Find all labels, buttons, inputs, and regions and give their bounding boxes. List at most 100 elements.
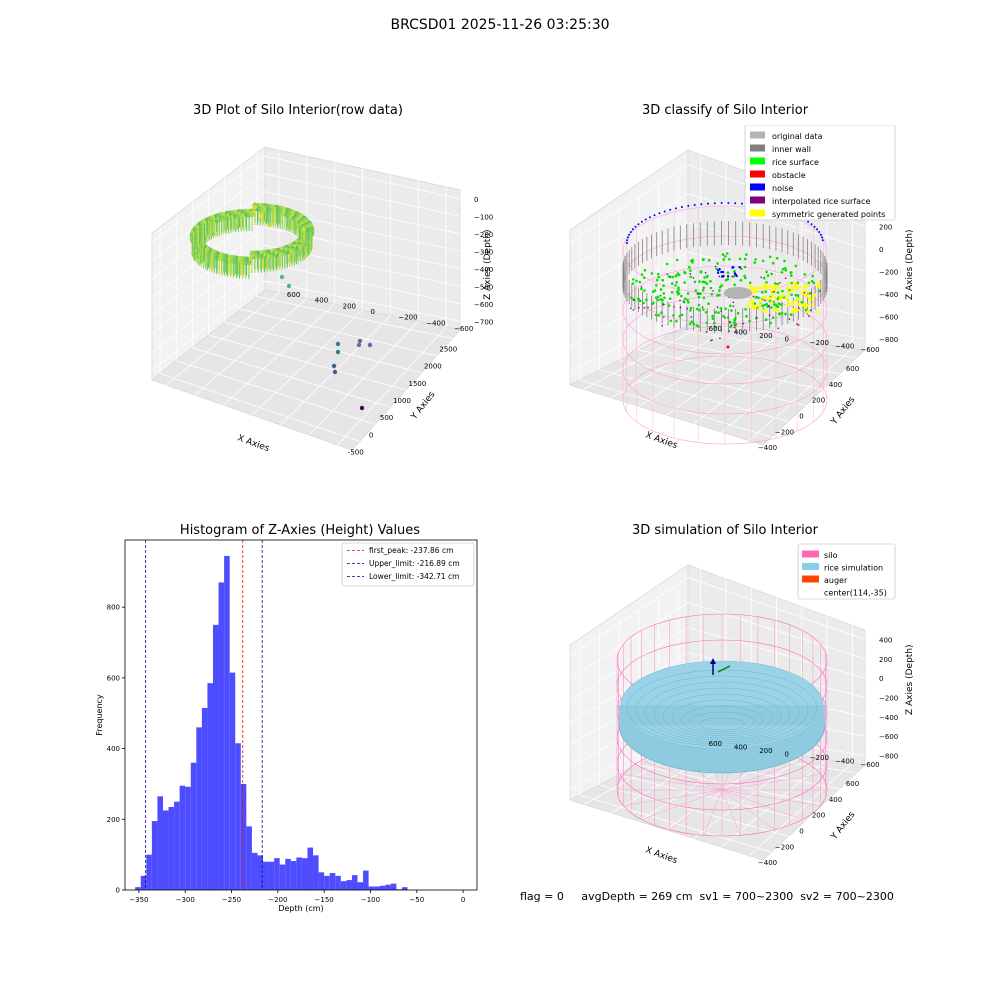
p2-symmetric-point (781, 293, 785, 297)
p2-interpolated-point (764, 299, 766, 302)
p1-z-tick-label: −200 (474, 231, 493, 239)
p2-interpolated-point (643, 307, 645, 309)
p2-rice-surface-point (656, 272, 660, 276)
p2-rice-surface-point (707, 302, 710, 305)
p2-rice-surface-point (780, 271, 784, 274)
p2-symmetric-point (750, 304, 754, 308)
p2-rice-surface-point (732, 321, 736, 324)
p2-noise-point (713, 202, 716, 205)
p2-interpolated-point (682, 300, 685, 302)
histogram-x-tick-label: −250 (222, 896, 241, 904)
panel4-y-ticks: 600 400 200 0 −200 −400 −600 (709, 740, 880, 769)
p1-data-point (356, 342, 362, 348)
p4-gridline (569, 627, 866, 701)
histogram-bar (235, 743, 241, 890)
p2-rice-surface-point (701, 289, 705, 292)
p2-rice-surface-point (707, 259, 711, 262)
p4-silo-floor-line (721, 774, 821, 791)
p2-gridline (666, 337, 777, 416)
p2-rice-surface-point (657, 275, 661, 279)
p2-rice-surface-point (675, 258, 679, 262)
histogram-bar (135, 887, 141, 890)
p4-z-tick-label: −600 (879, 733, 898, 741)
p2-rice-surface-point (780, 312, 784, 315)
p1-y-tick-label: 200 (343, 302, 356, 310)
p2-symmetric-point (752, 286, 756, 290)
histogram-bar (296, 857, 302, 890)
p1-data-point (331, 363, 337, 369)
p2-legend-label: rice surface (772, 158, 819, 167)
p2-rice-surface-point (693, 280, 697, 284)
p2-noise-point (819, 233, 822, 236)
p2-rice-surface-point (754, 258, 757, 261)
p2-symmetric-point (816, 283, 820, 288)
histogram-bar (357, 882, 364, 890)
p2-rice-surface-point (678, 315, 681, 318)
p2-symmetric-point (753, 305, 757, 310)
p2-rice-surface-point (783, 259, 786, 263)
p2-z-tick-label: −400 (879, 291, 898, 299)
histogram-bar (346, 880, 352, 890)
p4-rice-contour (653, 687, 791, 741)
p1-data-point (267, 222, 273, 228)
p2-symmetric-point (797, 302, 801, 306)
p2-gridline (721, 344, 828, 433)
p2-interpolated-point (720, 310, 722, 312)
p1-y-tick-label: 400 (315, 297, 328, 305)
histogram-legend-label: Lower_limit: -342.71 cm (369, 572, 459, 581)
p2-rice-surface-point (675, 290, 679, 294)
p1-gridline (194, 298, 308, 396)
p2-rice-surface-point (796, 294, 800, 297)
p1-x-tick-label: 0 (369, 431, 373, 439)
p4-z-tick-label: 400 (879, 637, 892, 645)
histogram-x-tick-label: −350 (129, 896, 148, 904)
p2-legend-swatch (750, 144, 765, 152)
p2-rice-surface-point (677, 286, 680, 289)
p2-z-tick-label: 0 (879, 246, 883, 254)
p2-noise-point (658, 212, 661, 215)
p4-silo-floor-line (721, 789, 741, 836)
p2-rice-surface-point (676, 292, 680, 296)
panel1-y-label: Y Axies (409, 390, 438, 423)
p2-legend-label: noise (772, 184, 793, 193)
p2-rice-surface-point (713, 321, 716, 325)
p2-rice-surface-point (667, 304, 671, 307)
p2-symmetric-point (768, 284, 773, 288)
histogram-bar (263, 861, 269, 890)
p2-legend-label: inner wall (772, 145, 811, 154)
histogram-bar (229, 672, 236, 890)
p2-rice-surface-point (745, 315, 748, 318)
p2-noise-point (810, 223, 813, 226)
p2-gridline (748, 347, 853, 442)
p2-rice-surface-point (699, 270, 703, 273)
p2-noise-point (807, 220, 810, 223)
histogram-bar (140, 875, 147, 890)
p2-rice-surface-point (765, 270, 768, 274)
p2-rice-surface-point (695, 307, 699, 311)
p2-noise-point (818, 231, 821, 233)
p2-rice-surface-point (709, 286, 713, 290)
p1-y-tick-label: 0 (371, 308, 375, 316)
p2-rice-surface-point (716, 294, 719, 297)
p2-rice-surface-point (776, 297, 779, 301)
p2-y-tick-label: −400 (835, 343, 854, 351)
panel2-3d-plot: −400 −200 0 200 400 600 600 400 200 0 −200 −400 −60… (568, 125, 915, 452)
panel2-x-label: X Axies (644, 430, 679, 451)
p2-interpolated-point (662, 303, 665, 306)
histogram-bar (285, 858, 291, 890)
p4-silo-floor-line (721, 760, 803, 791)
p2-rice-surface-point (794, 264, 798, 268)
p2-noise-point (821, 236, 823, 239)
p2-legend-swatch (750, 131, 765, 139)
p2-interpolated-point (796, 323, 798, 325)
p2-symmetric-point (760, 309, 764, 313)
p2-interpolated-point (777, 327, 779, 330)
histogram-bar (313, 855, 319, 890)
p4-silo-floor-line (721, 789, 775, 830)
p2-symmetric-point (811, 297, 815, 301)
p2-interpolated-point (808, 315, 810, 317)
histogram-legend: first_peak: -237.86 cm Upper_limit: -216.… (341, 542, 475, 587)
histogram-bar (174, 801, 180, 890)
p2-rice-surface-point (790, 293, 793, 297)
p1-gridline (251, 309, 363, 416)
